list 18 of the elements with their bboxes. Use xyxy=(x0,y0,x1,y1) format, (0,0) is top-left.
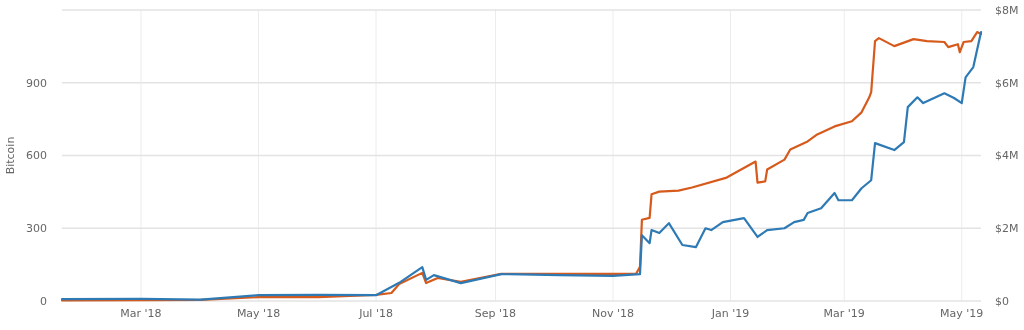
y2-tick-label: $8M xyxy=(995,3,1019,17)
y-tick-label: 600 xyxy=(26,149,47,163)
y2-tick-label: $4M xyxy=(995,149,1019,163)
x-tick-label: Mar '18 xyxy=(120,307,162,320)
y2-tick-label: $6M xyxy=(995,76,1019,90)
x-tick-label: Jul '18 xyxy=(358,307,393,320)
y2-tick-label: $0 xyxy=(995,294,1009,308)
x-tick-label: Nov '18 xyxy=(592,307,635,320)
x-tick-label: Sep '18 xyxy=(474,307,517,320)
x-tick-label: Jan '19 xyxy=(710,307,750,320)
x-tick-label: May '19 xyxy=(940,307,984,320)
y2-tick-label: $2M xyxy=(995,222,1019,236)
x-tick-label: May '18 xyxy=(236,307,281,320)
y-tick-label: 0 xyxy=(40,294,47,308)
y-tick-label: 900 xyxy=(26,76,47,90)
y-tick-label: 300 xyxy=(26,222,47,236)
y-axis-title: Bitcoin xyxy=(4,136,17,175)
x-tick-label: Mar '19 xyxy=(823,307,865,320)
